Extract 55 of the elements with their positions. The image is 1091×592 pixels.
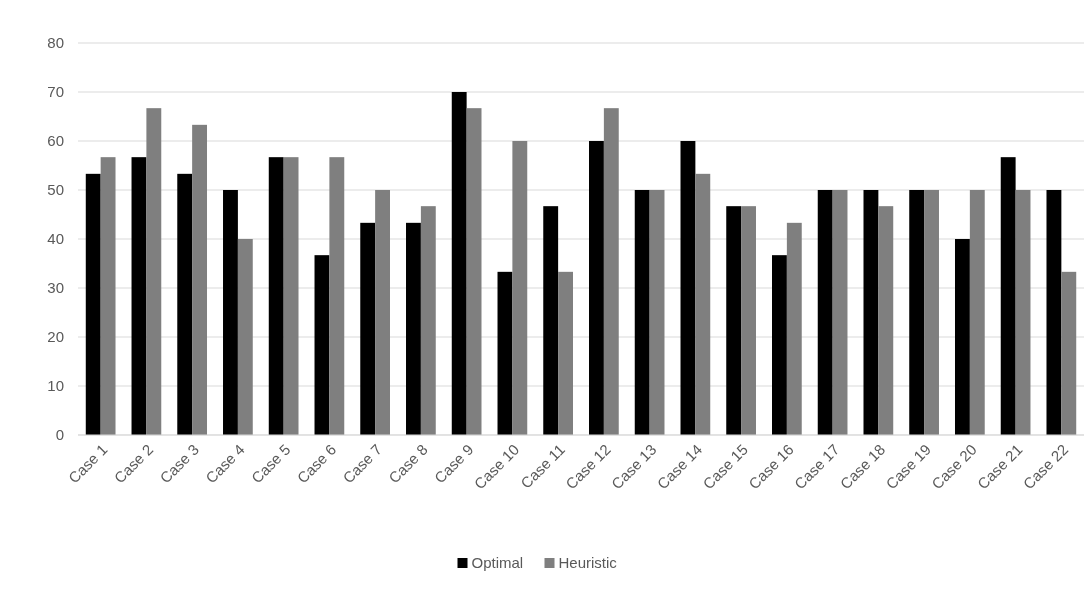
y-tick-label: 30: [47, 279, 64, 297]
bar: [772, 255, 787, 435]
bar: [924, 190, 939, 435]
bar: [466, 108, 482, 435]
bar: [649, 190, 665, 435]
bar: [878, 206, 894, 435]
bar: [603, 108, 619, 435]
bar: [268, 157, 284, 435]
bar: [497, 271, 513, 435]
bar: [558, 271, 573, 435]
bar: [954, 239, 970, 435]
bar: [863, 190, 879, 435]
bar: [512, 141, 528, 435]
y-tick-label: 20: [47, 328, 64, 346]
y-tick-label: 0: [55, 426, 64, 444]
bar: [1046, 190, 1062, 435]
bar: [406, 222, 421, 435]
bar: [329, 157, 345, 435]
legend-label: Optimal: [471, 554, 524, 572]
bar: [634, 190, 650, 435]
y-tick-label: 40: [47, 230, 64, 248]
bar: [375, 190, 390, 435]
bar: [451, 92, 467, 435]
bar: [543, 206, 559, 435]
y-tick-label: 10: [47, 377, 64, 395]
bar: [589, 141, 604, 435]
bar: [360, 222, 376, 435]
bar: [223, 190, 238, 435]
y-tick-label: 60: [47, 132, 64, 150]
bar: [969, 190, 985, 435]
bar: [832, 190, 848, 435]
y-tick-label: 50: [47, 181, 64, 199]
legend-label: Heuristic: [558, 554, 618, 572]
bar: [1015, 190, 1031, 435]
bar: [237, 239, 253, 435]
bar: [817, 190, 833, 435]
y-tick-label: 80: [47, 34, 64, 52]
bar: [726, 206, 742, 435]
bar: [131, 157, 147, 435]
bar: [283, 157, 299, 435]
bar: [85, 173, 101, 435]
bar: [1000, 157, 1016, 435]
bar: [741, 206, 756, 435]
bar: [146, 108, 162, 435]
y-tick-label: 70: [47, 83, 64, 101]
bar: [192, 124, 208, 435]
bar: [680, 141, 696, 435]
bar: [100, 157, 116, 435]
bar: [786, 222, 802, 435]
bar: [177, 173, 193, 435]
bar: [314, 255, 330, 435]
bar: [420, 206, 436, 435]
bar: [1061, 271, 1077, 435]
bar: [695, 173, 711, 435]
bar: [909, 190, 925, 435]
